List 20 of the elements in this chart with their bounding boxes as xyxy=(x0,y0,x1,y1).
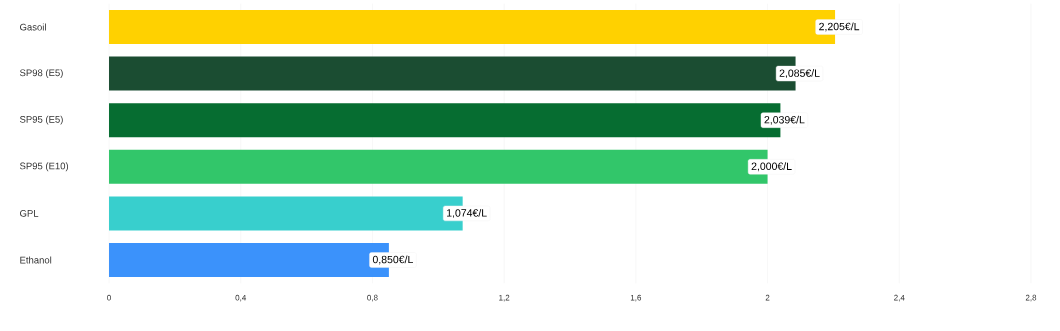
y-tick-label: SP95 (E10) xyxy=(19,162,69,172)
y-tick-label: SP98 (E5) xyxy=(19,69,63,79)
x-tick-label: 2,4 xyxy=(894,294,905,302)
y-tick-label: Gasoil xyxy=(20,23,46,31)
data-label: 1,074€/L xyxy=(447,208,487,218)
data-label: 2,205€/L xyxy=(819,22,860,32)
x-tick-label: 0,8 xyxy=(367,294,378,302)
x-tick-label: 2,8 xyxy=(1025,294,1037,302)
y-tick-label: SP95 (E5) xyxy=(19,115,63,125)
x-tick-label: 0,4 xyxy=(235,294,247,302)
y-tick-label: Ethanol xyxy=(20,256,52,264)
y-tick-label: GPL xyxy=(20,210,39,217)
data-label: 0,850€/L xyxy=(372,255,413,265)
x-tick-label: 1,6 xyxy=(630,294,642,302)
data-label: 2,000€/L xyxy=(751,162,792,172)
data-label: 2,085€/L xyxy=(779,69,820,79)
x-tick-label: 1,2 xyxy=(499,294,510,302)
x-tick-label: 0 xyxy=(107,294,111,301)
data-label: 2,039€/L xyxy=(764,115,805,125)
x-tick-label: 2 xyxy=(765,294,770,301)
